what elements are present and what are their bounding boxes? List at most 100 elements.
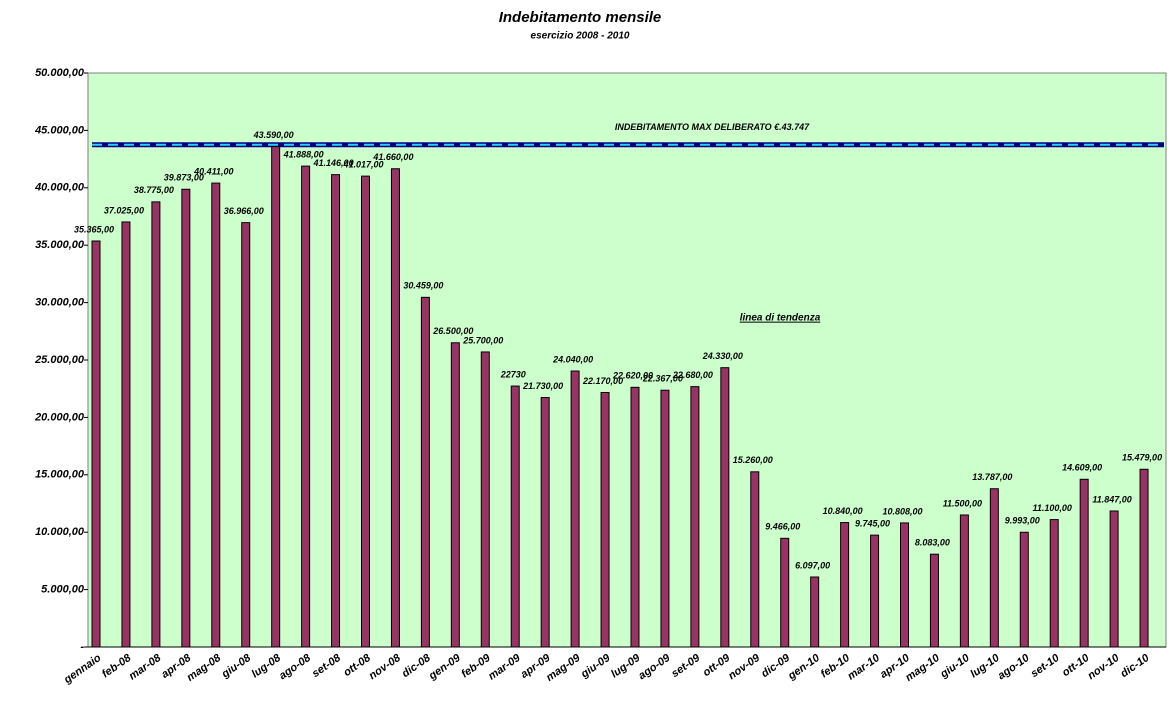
x-tick-label: giu-08: [219, 652, 254, 681]
value-label: 8.083,00: [915, 538, 950, 548]
value-label: 36.966,00: [224, 206, 264, 216]
bar: [780, 537, 790, 648]
bar: [271, 146, 281, 648]
value-label: 41.146,00: [313, 158, 354, 168]
bar: [870, 534, 880, 648]
x-tick-label: dic-10: [1119, 652, 1153, 681]
y-tick-label: 20.000,00: [34, 411, 85, 423]
bar: [301, 165, 311, 648]
y-tick-label: 35.000,00: [35, 239, 85, 251]
bar: [810, 576, 820, 648]
bar: [450, 342, 460, 648]
bar: [331, 174, 341, 648]
x-tick-label: gen-09: [426, 652, 463, 683]
y-tick-label: 10.000,00: [35, 526, 85, 538]
value-label: 40.411,00: [193, 166, 233, 176]
value-label: 9.466,00: [765, 522, 800, 532]
bar: [480, 351, 490, 648]
x-tick-label: ago-09: [636, 652, 673, 683]
x-tick-label: set-10: [1029, 652, 1063, 681]
x-tick-label: nov-09: [726, 652, 763, 683]
x-tick-label: nov-10: [1086, 652, 1123, 683]
bar: [840, 522, 850, 648]
bar: [989, 488, 999, 648]
x-tick-label: giu-10: [938, 652, 973, 681]
x-tick-label: gennaio: [61, 652, 103, 687]
x-tick-label: mar-09: [486, 652, 523, 683]
bar: [929, 553, 939, 648]
bar: [900, 522, 909, 648]
value-label: 21.730,00: [522, 381, 563, 391]
bar: [690, 386, 700, 648]
y-tick-label: 45.000,00: [34, 124, 85, 136]
y-tick-label: 5.000,00: [41, 584, 85, 596]
bar: [1109, 510, 1119, 648]
bar: [720, 367, 730, 648]
bar: [570, 370, 580, 648]
x-tick-label: nov-08: [367, 652, 404, 683]
value-label: 43.590,00: [253, 130, 294, 140]
value-label: 35.365,00: [74, 224, 114, 234]
value-label: 11.847,00: [1092, 494, 1131, 504]
annotation: linea di tendenza: [740, 313, 821, 324]
value-label: 24.040,00: [552, 354, 593, 364]
x-tick-label: mag-08: [185, 652, 224, 684]
x-tick-label: ago-08: [277, 652, 314, 683]
value-label: 30.459,00: [403, 281, 443, 291]
value-label: 22.170,00: [582, 376, 623, 386]
value-label: 25.700,00: [462, 335, 503, 345]
bar: [121, 221, 131, 648]
x-tick-label: mag-09: [544, 652, 583, 684]
bar: [1049, 519, 1059, 648]
x-tick-label: set-08: [310, 652, 344, 681]
bar: [600, 391, 610, 648]
value-label: 22.680,00: [672, 370, 713, 380]
value-label: 41.888,00: [283, 150, 324, 160]
bar: [1139, 468, 1149, 648]
y-tick-label: 15.000,00: [35, 469, 85, 481]
value-label: 41.660,00: [372, 152, 413, 162]
bar: [510, 385, 520, 648]
value-label: 6.097,00: [795, 560, 830, 570]
value-label: 22730: [500, 369, 526, 379]
y-tick-label: 30.000,00: [35, 297, 85, 309]
value-label: 10.840,00: [823, 506, 863, 516]
plot-area: [87, 72, 1167, 648]
bar: [390, 168, 400, 648]
x-tick-label: set-09: [669, 652, 703, 681]
bar: [151, 201, 161, 648]
bar: [361, 175, 370, 648]
bar: [420, 296, 430, 648]
value-label: 22.620,00: [612, 371, 653, 381]
bar: [1079, 478, 1089, 648]
value-label: 22.367,00: [642, 374, 683, 384]
value-label: 9.745,00: [855, 519, 890, 529]
value-label: 41.017,00: [342, 159, 383, 169]
chart-subtitle: esercizio 2008 - 2010: [531, 31, 630, 42]
reference-label: INDEBITAMENTO MAX DELIBERATO €.43.747: [615, 122, 810, 132]
value-label: 15.479,00: [1122, 453, 1162, 463]
value-label: 11.500,00: [943, 498, 982, 508]
x-tick-label: giu-09: [578, 652, 613, 681]
value-label: 14.609,00: [1062, 463, 1102, 473]
bar: [959, 514, 969, 648]
x-tick-label: mar-08: [127, 652, 164, 683]
y-tick-label: 50.000,00: [35, 67, 85, 79]
value-label: 10.808,00: [882, 506, 922, 516]
bar: [750, 471, 760, 648]
bar: [540, 397, 550, 648]
value-label: 15.260,00: [733, 455, 773, 465]
value-label: 38.775,00: [134, 185, 174, 195]
value-label: 24.330,00: [702, 351, 743, 361]
bar: [181, 188, 191, 648]
chart-title: Indebitamento mensile: [499, 9, 662, 26]
x-tick-label: mag-10: [903, 652, 942, 684]
bar: [1019, 531, 1029, 648]
bar: [91, 240, 101, 648]
bar: [630, 386, 640, 648]
value-label: 9.993,00: [1005, 516, 1040, 526]
y-tick-label: 40.000,00: [34, 182, 85, 194]
x-tick-label: gen-10: [785, 652, 822, 683]
y-tick-label: -: [80, 641, 84, 653]
